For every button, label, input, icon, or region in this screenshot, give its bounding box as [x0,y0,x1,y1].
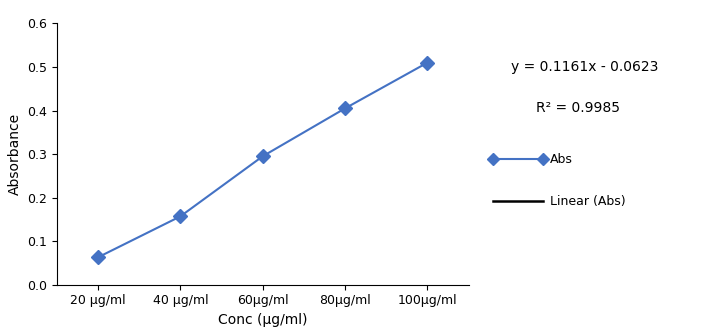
Text: R² = 0.9985: R² = 0.9985 [536,100,620,115]
Text: Linear (Abs): Linear (Abs) [550,195,626,207]
Text: y = 0.1161x - 0.0623: y = 0.1161x - 0.0623 [511,60,659,74]
Text: Abs: Abs [550,153,573,165]
X-axis label: Conc (μg/ml): Conc (μg/ml) [218,313,307,327]
Y-axis label: Absorbance: Absorbance [8,113,21,195]
